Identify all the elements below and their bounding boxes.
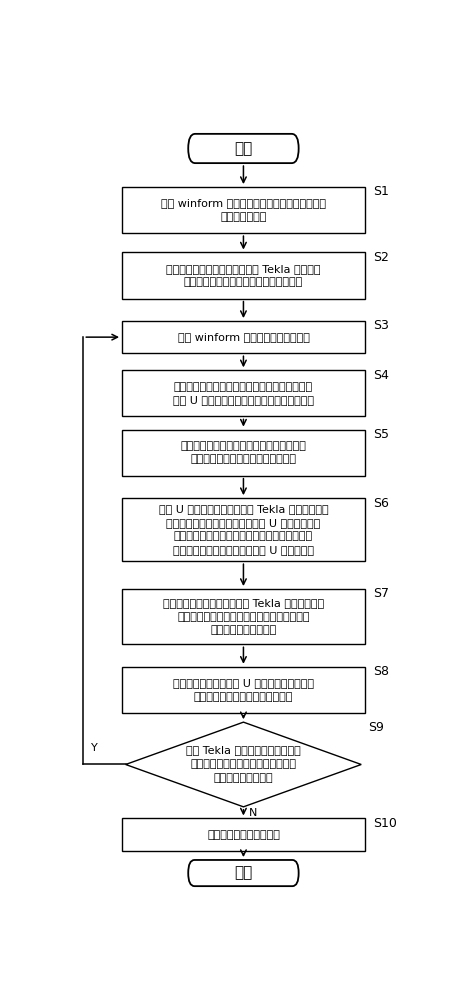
- Text: N: N: [249, 808, 257, 818]
- FancyBboxPatch shape: [188, 134, 299, 163]
- FancyBboxPatch shape: [122, 818, 365, 851]
- FancyBboxPatch shape: [122, 187, 365, 233]
- Text: 开始: 开始: [234, 141, 253, 156]
- Text: 通过 winform 窗体获取配筋属性参数: 通过 winform 窗体获取配筋属性参数: [178, 332, 309, 342]
- Text: S5: S5: [373, 428, 389, 441]
- Text: S7: S7: [373, 587, 389, 600]
- Polygon shape: [125, 722, 361, 807]
- FancyBboxPatch shape: [122, 370, 365, 416]
- Text: S3: S3: [373, 319, 389, 332]
- FancyBboxPatch shape: [122, 321, 365, 353]
- Text: S6: S6: [373, 497, 389, 510]
- Text: Y: Y: [91, 743, 98, 753]
- FancyBboxPatch shape: [122, 498, 365, 561]
- Text: 结束: 结束: [234, 866, 253, 881]
- Text: 将与洞口同心且以圆形钉筋的半径为半径的圆周
按照 U 形钉筋的数量进行等分，标记出等分点: 将与洞口同心且以圆形钉筋的半径为半径的圆周 按照 U 形钉筋的数量进行等分，标记…: [173, 382, 314, 405]
- FancyBboxPatch shape: [188, 860, 299, 886]
- Text: 将圆形钉筋轮廓和所有 U 形钉筋轮廓进行合并
处理，从而得到圆形洞口配筋模型: 将圆形钉筋轮廓和所有 U 形钉筋轮廓进行合并 处理，从而得到圆形洞口配筋模型: [173, 678, 314, 702]
- Text: 通过 Tekla 平台中的碰撞点检测器
对得到的圆形洞口配筋模型进行检测
以检查是否有碰撞点: 通过 Tekla 平台中的碰撞点检测器 对得到的圆形洞口配筋模型进行检测 以检查…: [186, 745, 301, 783]
- Text: S10: S10: [373, 817, 397, 830]
- FancyBboxPatch shape: [122, 667, 365, 713]
- Text: S1: S1: [373, 185, 389, 198]
- Text: 通过 winform 窗体获取需要进行配筋处理的墙体
的墙体几何参数: 通过 winform 窗体获取需要进行配筋处理的墙体 的墙体几何参数: [161, 198, 326, 222]
- Text: S9: S9: [368, 721, 384, 734]
- FancyBboxPatch shape: [122, 430, 365, 476]
- Text: 在一个预定的等分点作为初始等分点处创建
可绕洞口的周向进行旋转的工作平面: 在一个预定的等分点作为初始等分点处创建 可绕洞口的周向进行旋转的工作平面: [180, 441, 306, 464]
- Text: S2: S2: [373, 251, 389, 264]
- Text: S8: S8: [373, 665, 389, 678]
- FancyBboxPatch shape: [122, 589, 365, 644]
- Text: 根据获取的墙体几何参数，通过 Tekla 平台中的
墙体生成器生成墙体轮廓点和洞口轮廓点: 根据获取的墙体几何参数，通过 Tekla 平台中的 墙体生成器生成墙体轮廓点和洞…: [166, 264, 321, 287]
- Text: 根据 U 形钉筋属性参数，通过 Tekla 平台中的钉筋
生成器生成与初始等分点相对应的 U 形钉筋轮廓，
然后将工作平面依次旋转至其余的等分点处，并
通过钉筋: 根据 U 形钉筋属性参数，通过 Tekla 平台中的钉筋 生成器生成与初始等分点…: [159, 504, 328, 555]
- Text: 根据圆形钉筋属性参数，通过 Tekla 平台中的钉筋
生成器将所有等分点作为圆形钉筋轮廓点依次
连接形成圆形钉筋轮廓: 根据圆形钉筋属性参数，通过 Tekla 平台中的钉筋 生成器将所有等分点作为圆形…: [163, 598, 324, 635]
- Text: S4: S4: [373, 369, 389, 382]
- FancyBboxPatch shape: [122, 252, 365, 299]
- Text: 输出最终的洞口配筋模型: 输出最终的洞口配筋模型: [207, 830, 280, 840]
